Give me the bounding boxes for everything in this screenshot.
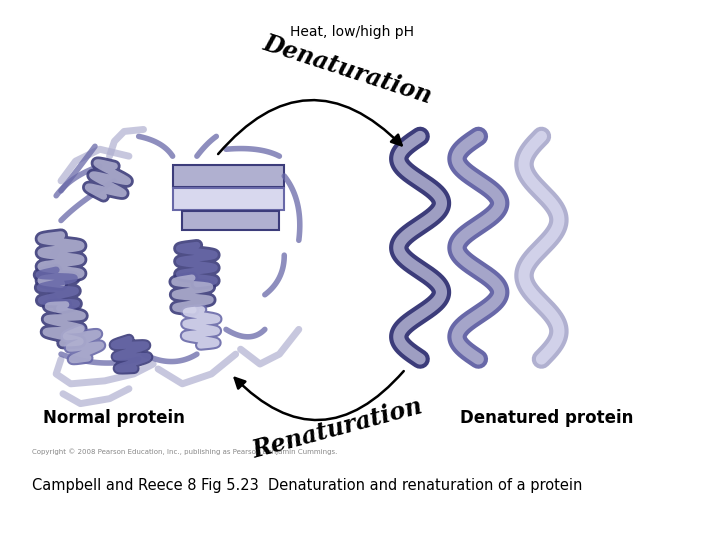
Polygon shape (182, 211, 279, 231)
Text: Denaturation: Denaturation (260, 31, 435, 109)
Text: Renaturation: Renaturation (250, 394, 426, 463)
Text: Normal protein: Normal protein (43, 409, 185, 428)
Text: Campbell and Reece 8 Fig 5.23  Denaturation and renaturation of a protein: Campbell and Reece 8 Fig 5.23 Denaturati… (32, 478, 582, 493)
Polygon shape (173, 188, 284, 210)
Polygon shape (173, 165, 284, 187)
Text: Denatured protein: Denatured protein (459, 409, 633, 428)
Text: Heat, low/high pH: Heat, low/high pH (290, 24, 414, 38)
Text: Copyright © 2008 Pearson Education, Inc., publishing as Pearson Benjamin Cumming: Copyright © 2008 Pearson Education, Inc.… (32, 448, 337, 455)
